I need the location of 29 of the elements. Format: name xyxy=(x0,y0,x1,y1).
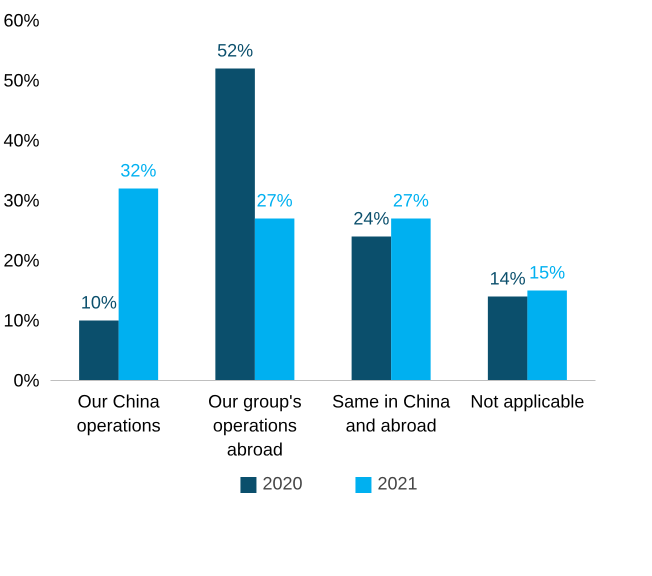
legend-label: 2021 xyxy=(378,474,418,494)
bar xyxy=(527,290,567,380)
data-label: 32% xyxy=(120,160,156,180)
data-label: 14% xyxy=(490,268,526,288)
data-label: 52% xyxy=(217,40,254,60)
bar xyxy=(352,236,392,380)
data-label: 10% xyxy=(80,292,117,312)
x-tick-label: Our China operations xyxy=(76,392,161,436)
data-label: 15% xyxy=(529,262,566,282)
y-tick-label: 50% xyxy=(3,70,40,90)
bar xyxy=(391,218,431,380)
bar xyxy=(79,320,119,380)
data-label: 27% xyxy=(392,190,429,210)
x-tick-label: Our group's operations abroad xyxy=(208,392,302,460)
y-tick-label: 10% xyxy=(3,310,40,330)
x-tick-label: Same in China and abroad xyxy=(332,392,452,436)
bar xyxy=(254,218,294,380)
y-tick-label: 40% xyxy=(3,130,40,150)
data-label: 24% xyxy=(353,208,390,228)
bar xyxy=(215,68,255,380)
y-tick-label: 60% xyxy=(3,10,40,30)
x-tick-label: Not applicable xyxy=(470,392,584,412)
legend-label: 2020 xyxy=(262,474,302,494)
bar xyxy=(488,296,528,380)
y-tick-label: 20% xyxy=(3,250,40,270)
y-tick-label: 30% xyxy=(3,190,40,210)
y-tick-label: 0% xyxy=(13,370,40,390)
bar xyxy=(118,188,158,380)
data-label: 27% xyxy=(256,190,293,210)
